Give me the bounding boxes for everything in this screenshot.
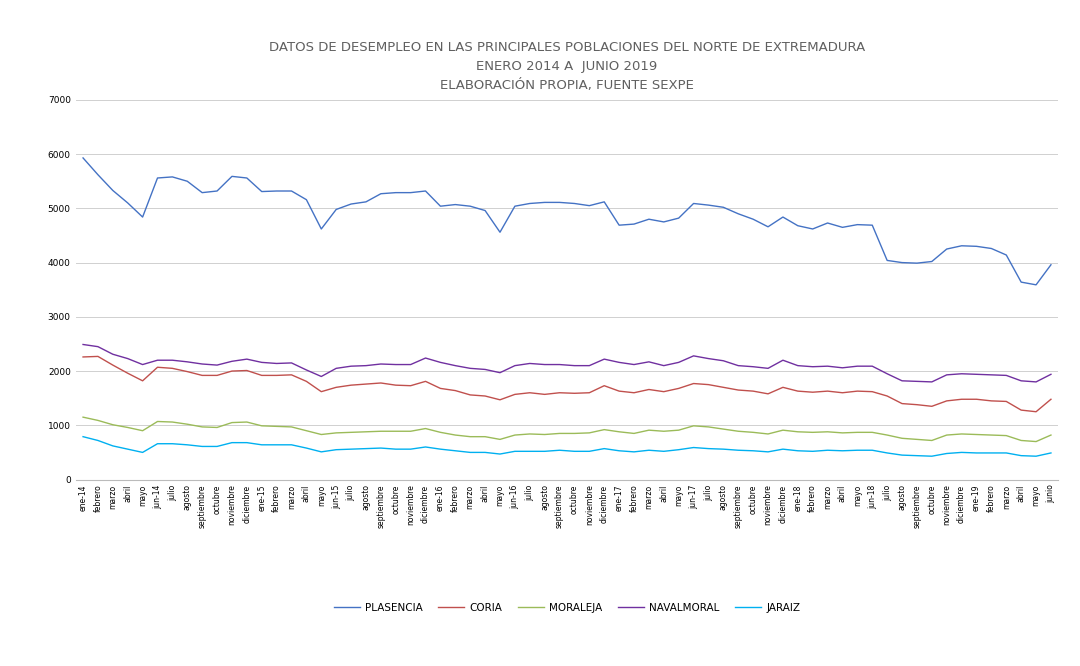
JARAIZ [77,433,90,441]
JARAIZ [926,452,939,460]
MORALEJA [970,430,983,438]
PLASENCIA [77,154,90,162]
PLASENCIA [970,242,983,250]
CORIA [329,384,342,392]
PLASENCIA [836,223,849,231]
CORIA [1044,395,1057,403]
CORIA [1029,408,1042,416]
CORIA [77,353,90,361]
MORALEJA [77,413,90,421]
NAVALMORAL [315,372,328,380]
CORIA [851,387,864,395]
JARAIZ [985,449,998,457]
Line: JARAIZ: JARAIZ [83,437,1051,456]
NAVALMORAL [926,378,939,386]
MORALEJA [1029,438,1042,446]
NAVALMORAL [494,369,507,377]
PLASENCIA [151,174,164,182]
MORALEJA [836,429,849,437]
NAVALMORAL [375,360,388,368]
Line: NAVALMORAL: NAVALMORAL [83,344,1051,382]
MORALEJA [494,436,507,444]
JARAIZ [836,447,849,455]
NAVALMORAL [77,340,90,348]
NAVALMORAL [151,356,164,364]
Title: DATOS DE DESEMPLEO EN LAS PRINCIPALES POBLACIONES DEL NORTE DE EXTREMADURA
ENERO: DATOS DE DESEMPLEO EN LAS PRINCIPALES PO… [269,41,865,92]
Legend: PLASENCIA, CORIA, MORALEJA, NAVALMORAL, JARAIZ: PLASENCIA, CORIA, MORALEJA, NAVALMORAL, … [329,599,805,617]
CORIA [524,389,537,397]
MORALEJA [315,430,328,438]
MORALEJA [1044,431,1057,439]
PLASENCIA [494,228,507,236]
PLASENCIA [1044,261,1057,269]
PLASENCIA [1029,281,1042,289]
JARAIZ [151,440,164,448]
NAVALMORAL [985,371,998,379]
NAVALMORAL [1044,370,1057,378]
JARAIZ [1044,449,1057,457]
CORIA [509,390,522,398]
CORIA [389,381,402,389]
Line: CORIA: CORIA [83,356,1051,412]
JARAIZ [494,450,507,458]
MORALEJA [151,418,164,426]
JARAIZ [315,448,328,456]
JARAIZ [375,444,388,452]
CORIA [166,364,179,372]
Line: MORALEJA: MORALEJA [83,417,1051,442]
Line: PLASENCIA: PLASENCIA [83,158,1051,285]
MORALEJA [375,428,388,436]
PLASENCIA [375,190,388,198]
PLASENCIA [315,225,328,233]
NAVALMORAL [836,364,849,372]
CORIA [92,352,105,360]
